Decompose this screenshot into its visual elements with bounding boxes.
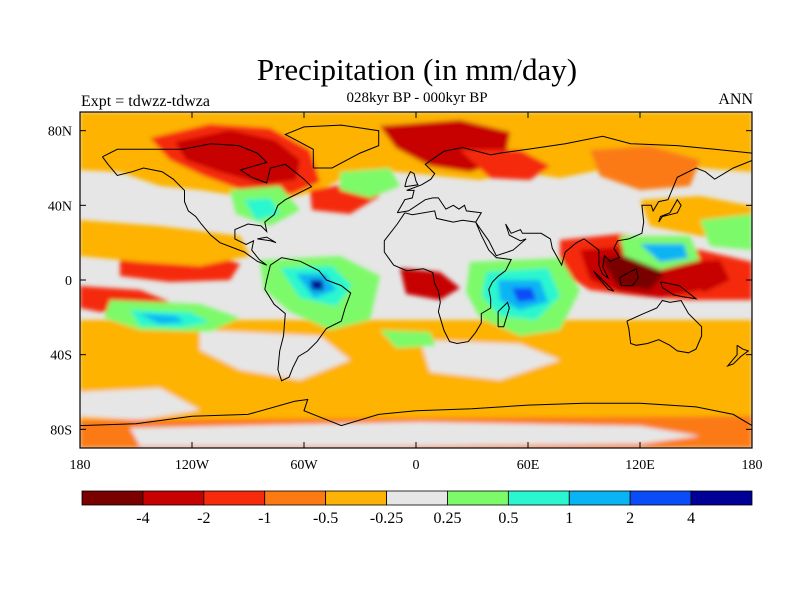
lat-tick-label: 0: [65, 274, 72, 289]
lon-tick-label: 180: [70, 458, 91, 473]
colorbar-box: [142, 490, 205, 506]
lon-tick-label: 120E: [625, 458, 655, 473]
colorbar-box: [447, 490, 509, 506]
colorbar-box: [386, 490, 448, 506]
colorbar-label: -2: [197, 510, 210, 527]
anomaly-region: [310, 280, 324, 290]
colorbar-label: 2: [626, 510, 634, 527]
colorbar-label: 1: [565, 510, 573, 527]
coastline: [396, 135, 752, 214]
anomaly-region: [680, 260, 730, 292]
anomaly-region: [80, 388, 200, 420]
anomaly-region: [590, 146, 700, 190]
colorbar-box: [690, 490, 753, 506]
lon-tick-label: 60W: [290, 458, 318, 473]
coastline: [619, 268, 639, 287]
coastline: [497, 301, 510, 328]
colorbar-box: [81, 490, 144, 506]
anomaly-region: [200, 330, 350, 380]
coastline: [397, 160, 752, 280]
coastline: [257, 236, 277, 244]
anomaly-region: [340, 168, 400, 198]
anomaly-region: [130, 422, 700, 446]
colorbar-box: [325, 490, 387, 506]
colorbar-label: 4: [687, 510, 695, 527]
lat-tick-label: 40S: [50, 349, 72, 364]
coastline: [626, 299, 703, 354]
colorbar-box: [203, 490, 266, 506]
anomaly-region: [175, 130, 300, 184]
coastline: [383, 210, 512, 345]
colorbar: -4 -2 -1 -0.5 -0.25 0.25 0.5 1 2 4: [81, 490, 753, 527]
season-label: ANN: [718, 91, 753, 108]
coastline: [264, 257, 352, 382]
coastline: [660, 281, 698, 300]
colorbar-box: [507, 490, 570, 506]
lon-tick-label: 180: [742, 458, 763, 473]
anomaly-region: [640, 244, 688, 262]
coastline: [284, 124, 380, 169]
map-title: Precipitation (in mm/day): [256, 52, 578, 87]
colorbar-box: [568, 490, 631, 506]
anomaly-region: [244, 198, 280, 220]
lon-tick-label: 60E: [517, 458, 540, 473]
colorbar-label: -0.5: [313, 510, 338, 527]
coastline: [726, 344, 750, 367]
coastline: [80, 398, 752, 427]
colorbar-label: 0.25: [433, 510, 461, 527]
coastline: [592, 270, 615, 292]
anomaly-region: [700, 214, 752, 250]
anomaly-region: [460, 150, 550, 180]
colorbar-box: [629, 490, 692, 506]
lat-tick-label: 80S: [50, 423, 72, 438]
anomaly-region: [512, 288, 536, 302]
lon-tick-label: 120W: [175, 458, 210, 473]
colorbar-label: 0.5: [498, 510, 518, 527]
colorbar-box: [264, 490, 327, 506]
anomaly-region: [80, 220, 250, 266]
lat-tick-label: 40N: [48, 199, 72, 214]
lat-tick-label: 80N: [48, 125, 72, 140]
anomaly-region: [400, 268, 460, 300]
coastline: [404, 171, 419, 188]
precip-field: [80, 112, 752, 448]
colorbar-label: -1: [258, 510, 271, 527]
coastline: [658, 198, 682, 223]
axis-ticks: 180 120W 60W 0 60E 120E 180 80N 40N 0 40S 80S: [48, 112, 763, 473]
anomaly-region: [380, 330, 436, 348]
colorbar-label: -4: [136, 510, 149, 527]
anomaly-region: [140, 314, 184, 324]
lon-tick-label: 0: [413, 458, 420, 473]
anomaly-region: [420, 340, 560, 380]
coastline: [101, 143, 313, 266]
map-subtitle: 028kyr BP - 000kyr BP: [346, 90, 488, 106]
colorbar-label: -0.25: [370, 510, 403, 527]
experiment-label: Expt = tdwzz-tdwza: [81, 93, 210, 110]
